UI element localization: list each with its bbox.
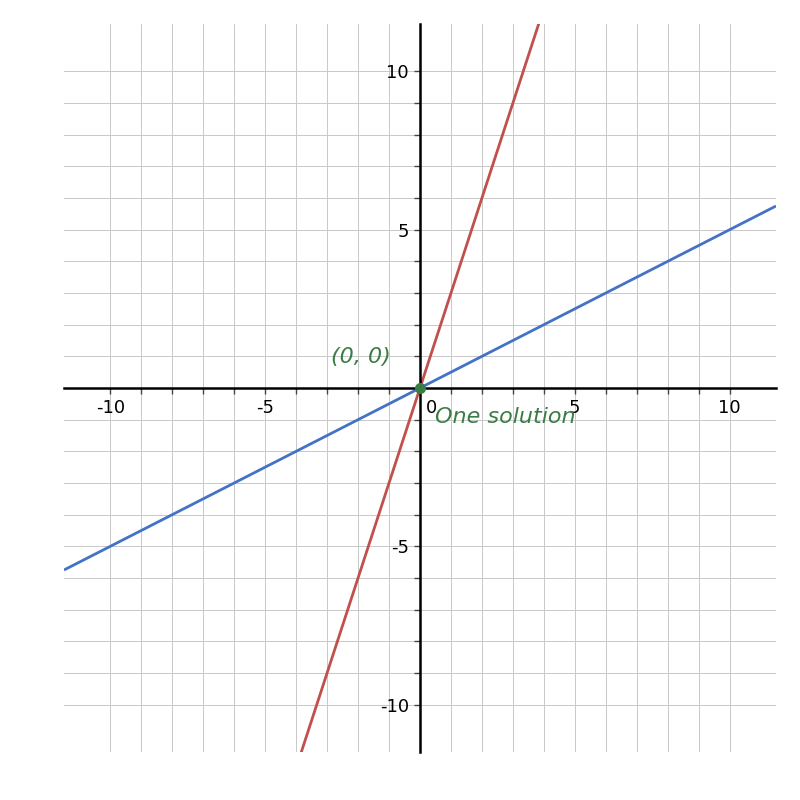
Text: One solution: One solution (435, 407, 576, 427)
Text: 0: 0 (426, 399, 437, 417)
Text: (0, 0): (0, 0) (331, 347, 391, 367)
